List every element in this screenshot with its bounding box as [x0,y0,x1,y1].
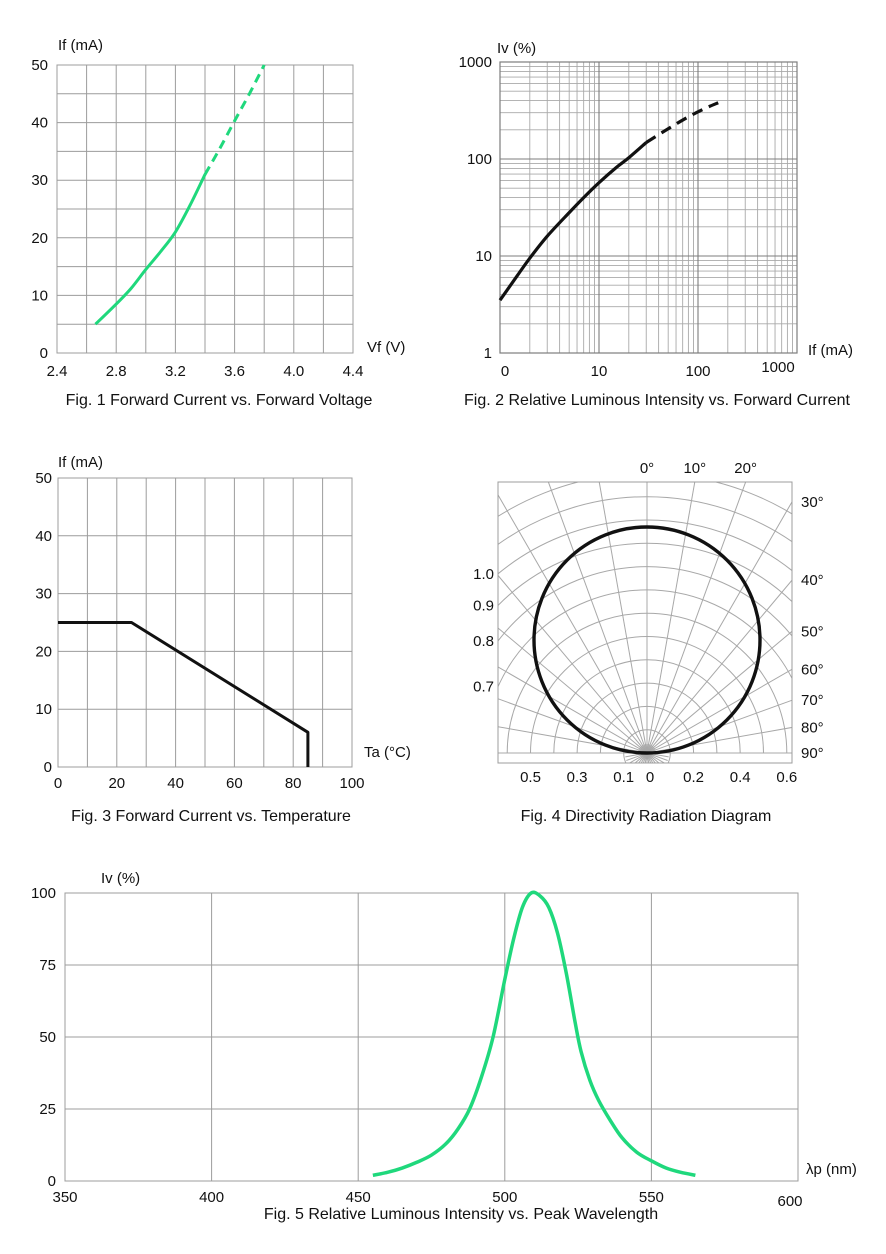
svg-text:350: 350 [52,1189,77,1206]
svg-text:0.4: 0.4 [730,769,751,786]
svg-text:λp (nm): λp (nm) [806,1161,857,1178]
svg-text:70°: 70° [801,692,824,709]
svg-text:0.3: 0.3 [567,769,588,786]
svg-text:2.8: 2.8 [106,363,127,380]
svg-text:0.6: 0.6 [776,769,797,786]
svg-text:10: 10 [475,248,492,265]
svg-text:50: 50 [39,1029,56,1046]
fig5-caption: Fig. 5 Relative Luminous Intensity vs. P… [263,1206,659,1223]
svg-text:30: 30 [35,586,52,603]
fig4-plot: 0° 10° 20° 30° 40° 50° 60° 70° 80° 90° 1.0 0.9 0.8 0.… [473,460,824,786]
svg-text:20: 20 [35,643,52,660]
svg-text:600: 600 [777,1193,802,1210]
svg-text:If (mA): If (mA) [58,454,103,471]
svg-text:4.4: 4.4 [343,363,364,380]
svg-text:10°: 10° [683,460,706,477]
svg-text:100: 100 [685,363,710,380]
svg-text:0.9: 0.9 [473,597,494,614]
svg-text:10: 10 [35,701,52,718]
fig2-plot: 0 10 100 1000 1 10 100 1000 Iv (%) If (mA) [459,40,853,380]
svg-text:0°: 0° [640,460,654,477]
svg-text:25: 25 [39,1101,56,1118]
svg-text:80: 80 [285,775,302,792]
svg-text:20: 20 [108,775,125,792]
fig1-plot: 2.4 2.8 3.2 3.6 4.0 4.4 0 10 20 30 40 50 If (mA) Vf (… [31,37,405,380]
svg-text:Vf (V): Vf (V) [367,339,405,356]
svg-text:40°: 40° [801,572,824,589]
fig3-caption: Fig. 3 Forward Current vs. Temperature [71,808,351,825]
svg-text:60: 60 [226,775,243,792]
fig3-plot: 0 20 40 60 80 100 0 10 20 30 40 50 If (mA) Ta (°C) [35,454,411,792]
fig1-caption: Fig. 1 Forward Current vs. Forward Volta… [65,392,373,409]
svg-text:30: 30 [31,172,48,189]
svg-text:4.0: 4.0 [283,363,304,380]
fig5-plot: 350 400 450 500 550 600 0 25 50 75 100 Iv (%) λp (nm… [31,870,857,1210]
svg-text:0: 0 [54,775,62,792]
svg-text:10: 10 [591,363,608,380]
svg-text:50°: 50° [801,623,824,640]
svg-text:30°: 30° [801,494,824,511]
svg-text:40: 40 [31,115,48,132]
svg-text:10: 10 [31,287,48,304]
svg-text:1.0: 1.0 [473,566,494,583]
svg-text:Iv (%): Iv (%) [497,40,536,57]
svg-text:20°: 20° [734,460,757,477]
svg-text:0.8: 0.8 [473,633,494,650]
fig4-caption: Fig. 4 Directivity Radiation Diagram [520,808,772,825]
svg-text:If (mA): If (mA) [58,37,103,54]
svg-text:50: 50 [31,57,48,74]
svg-text:Iv (%): Iv (%) [101,870,140,887]
svg-text:400: 400 [199,1189,224,1206]
svg-text:3.2: 3.2 [165,363,186,380]
svg-text:50: 50 [35,470,52,487]
svg-text:2.4: 2.4 [47,363,68,380]
svg-text:90°: 90° [801,745,824,762]
svg-text:If (mA): If (mA) [808,342,853,359]
svg-text:0.5: 0.5 [520,769,541,786]
svg-text:450: 450 [346,1189,371,1206]
svg-text:0.7: 0.7 [473,679,494,696]
svg-text:0: 0 [40,345,48,362]
svg-text:40: 40 [167,775,184,792]
svg-text:100: 100 [31,885,56,902]
svg-text:0: 0 [501,363,509,380]
svg-text:550: 550 [639,1189,664,1206]
svg-text:1: 1 [484,345,492,362]
svg-text:80°: 80° [801,719,824,736]
svg-text:20: 20 [31,230,48,247]
svg-text:100: 100 [339,775,364,792]
svg-text:0: 0 [44,759,52,776]
svg-text:500: 500 [492,1189,517,1206]
svg-text:75: 75 [39,957,56,974]
svg-text:0: 0 [646,769,654,786]
svg-text:Ta (°C): Ta (°C) [364,744,411,761]
svg-text:3.6: 3.6 [224,363,245,380]
svg-text:0: 0 [48,1173,56,1190]
svg-text:1000: 1000 [459,54,492,71]
svg-text:60°: 60° [801,661,824,678]
svg-text:0.1: 0.1 [613,769,634,786]
svg-text:100: 100 [467,151,492,168]
svg-text:40: 40 [35,528,52,545]
svg-text:0.2: 0.2 [683,769,704,786]
svg-text:1000: 1000 [761,359,794,376]
fig2-caption: Fig. 2 Relative Luminous Intensity vs. F… [464,392,850,409]
